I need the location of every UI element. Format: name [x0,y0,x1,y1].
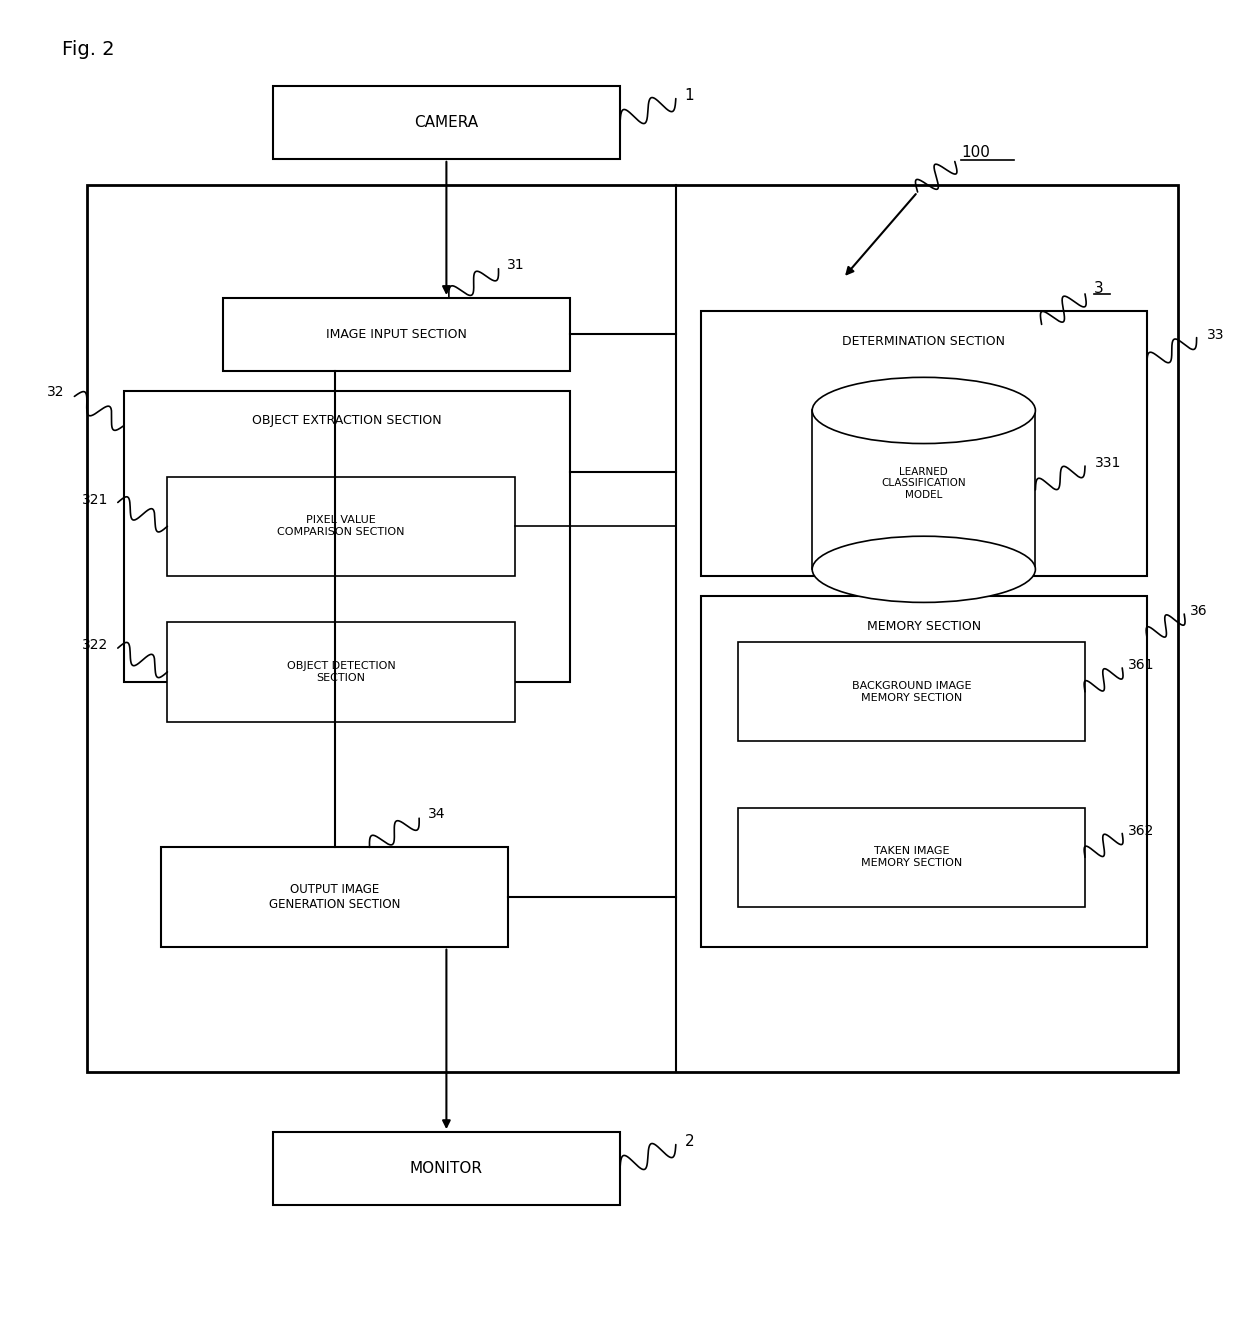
FancyBboxPatch shape [738,642,1085,741]
FancyBboxPatch shape [167,477,515,576]
FancyBboxPatch shape [701,596,1147,947]
Text: 362: 362 [1128,824,1154,838]
Text: MEMORY SECTION: MEMORY SECTION [867,620,981,633]
Text: 361: 361 [1128,658,1154,673]
Text: OBJECT EXTRACTION SECTION: OBJECT EXTRACTION SECTION [253,414,441,428]
Text: LEARNED
CLASSIFICATION
MODEL: LEARNED CLASSIFICATION MODEL [882,466,966,500]
Text: 322: 322 [82,638,108,653]
Text: 34: 34 [428,808,445,821]
Text: IMAGE INPUT SECTION: IMAGE INPUT SECTION [326,328,467,340]
Text: BACKGROUND IMAGE
MEMORY SECTION: BACKGROUND IMAGE MEMORY SECTION [852,681,971,703]
Text: 36: 36 [1190,605,1208,618]
Text: DETERMINATION SECTION: DETERMINATION SECTION [842,335,1006,348]
FancyBboxPatch shape [812,410,1035,569]
FancyBboxPatch shape [87,185,1178,1072]
FancyBboxPatch shape [161,847,508,947]
Text: 31: 31 [507,258,525,271]
Text: 321: 321 [82,493,108,507]
FancyBboxPatch shape [167,622,515,722]
Text: MONITOR: MONITOR [410,1161,482,1176]
FancyBboxPatch shape [738,808,1085,907]
Text: 1: 1 [684,89,694,103]
Text: OBJECT DETECTION
SECTION: OBJECT DETECTION SECTION [286,661,396,683]
Text: 331: 331 [1095,457,1121,470]
FancyBboxPatch shape [223,298,570,371]
Text: 32: 32 [47,385,64,400]
Text: Fig. 2: Fig. 2 [62,40,114,58]
Text: 3: 3 [1094,281,1104,297]
Text: CAMERA: CAMERA [414,115,479,130]
Text: OUTPUT IMAGE
GENERATION SECTION: OUTPUT IMAGE GENERATION SECTION [269,883,401,911]
FancyBboxPatch shape [273,86,620,159]
Ellipse shape [812,377,1035,444]
Text: TAKEN IMAGE
MEMORY SECTION: TAKEN IMAGE MEMORY SECTION [861,846,962,869]
FancyBboxPatch shape [273,1132,620,1205]
Text: 2: 2 [684,1135,694,1149]
Ellipse shape [812,536,1035,602]
Text: 33: 33 [1207,328,1224,342]
Text: 100: 100 [961,144,990,160]
FancyBboxPatch shape [124,391,570,682]
Text: PIXEL VALUE
COMPARISON SECTION: PIXEL VALUE COMPARISON SECTION [278,515,404,538]
FancyBboxPatch shape [701,311,1147,576]
